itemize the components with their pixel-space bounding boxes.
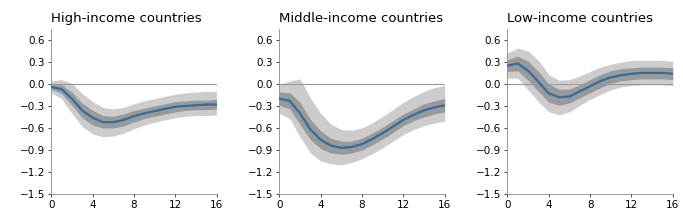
Text: Middle-income countries: Middle-income countries	[279, 12, 443, 25]
Text: High-income countries: High-income countries	[51, 12, 202, 25]
Text: Low-income countries: Low-income countries	[507, 12, 654, 25]
